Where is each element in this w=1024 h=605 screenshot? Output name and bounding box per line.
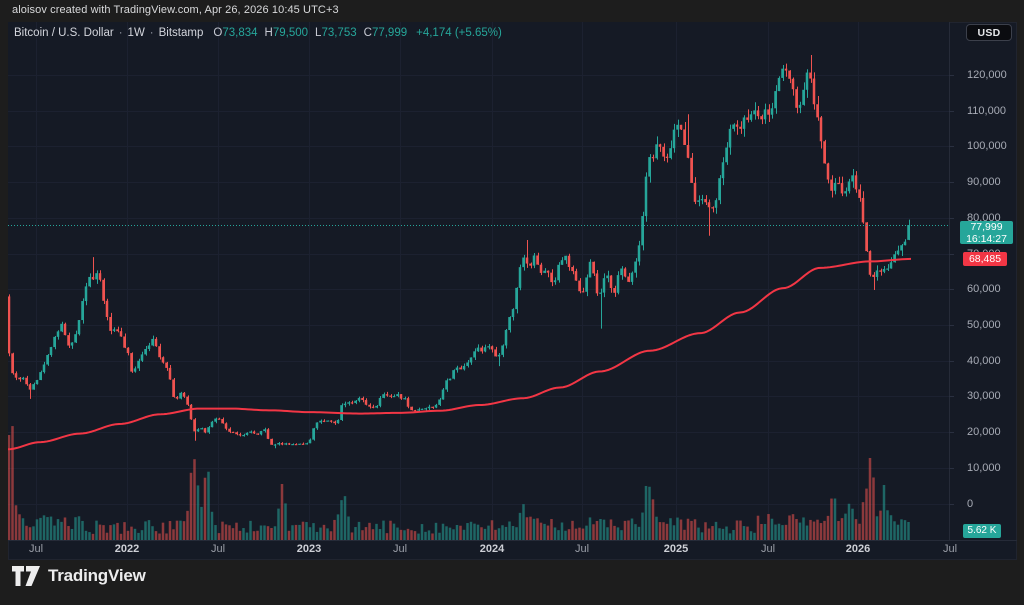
time-tick-label: Jul [392,543,408,555]
ohlc-label: H [264,27,273,39]
time-tick-label: Jul [760,543,776,555]
price-tick-label: 80,000 [967,211,1001,224]
price-tick-mark [949,324,954,326]
price-axis-separator [949,22,950,540]
price-tick-mark [949,182,954,184]
attribution-text: aloisov created with TradingView.com, Ap… [12,4,339,16]
price-tick-mark [949,75,954,76]
price-tick-mark [949,432,954,434]
time-tick-label: Jul [28,543,44,555]
ohlc-label: C [363,27,372,39]
price-chart-canvas[interactable] [8,22,949,540]
time-axis-separator [8,540,1017,541]
ohlc-pair: H79,500 [265,27,309,39]
ohlc-pair: L73,753 [315,27,357,39]
price-tick-mark [949,217,954,219]
price-tick-label: 100,000 [967,140,1007,153]
last-price-badge: 77,999 16:14:27 [960,221,1013,244]
price-tick-mark [949,146,954,148]
legend-separator: · [118,27,123,39]
price-tick-label: 90,000 [967,176,1001,189]
time-tick-label: 2025 [663,543,689,555]
price-tick-label: 60,000 [967,283,1001,296]
ohlc-value: 73,753 [321,27,357,39]
time-tick-label: 2023 [296,543,322,555]
price-tick-label: 0 [967,497,974,510]
price-tick-label: 10,000 [967,461,1001,474]
ohlc-label: O [213,27,223,39]
footer-logo[interactable]: TradingView [12,566,146,586]
currency-button[interactable]: USD [966,24,1012,41]
price-tick-label: 110,000 [967,104,1006,117]
exchange-label: Bitstamp [158,27,204,39]
price-tick-label: 40,000 [967,354,1001,367]
tradingview-logo-text: TradingView [48,566,146,585]
bar-countdown: 16:14:27 [966,232,1007,245]
price-tick-mark [949,289,954,291]
price-tick-mark [949,467,954,469]
ohlc-pair: O73,834 [213,27,257,39]
time-tick-label: Jul [574,543,590,555]
ohlc-value: 73,834 [222,27,258,39]
ma-value-badge: 68,485 [963,252,1007,266]
time-tick-label: 2024 [479,543,505,555]
price-tick-mark [949,503,954,505]
last-price-value: 77,999 [970,221,1003,233]
price-tick-mark [949,253,954,255]
volume-value-badge: 5.62 K [963,524,1001,538]
time-tick-label: 2026 [845,543,871,555]
tradingview-logo-icon [12,566,40,586]
ohlc-pair: C77,999 [364,27,408,39]
time-tick-label: Jul [210,543,226,555]
ohlc-label: L [315,27,322,39]
price-tick-label: 120,000 [967,69,1007,81]
ohlc-values: O73,834 H79,500 L73,753 C77,999 [213,27,414,39]
time-tick-label: 2022 [114,543,140,555]
price-tick-label: 20,000 [967,426,1001,439]
symbol-title[interactable]: Bitcoin / U.S. Dollar [14,27,114,39]
price-tick-mark [949,110,954,112]
interval-label[interactable]: 1W [127,27,145,39]
chart-legend: Bitcoin / U.S. Dollar · 1W · Bitstamp O7… [14,26,502,40]
ohlc-value: 79,500 [272,27,309,39]
legend-separator: · [149,27,154,39]
ohlc-value: 77,999 [371,27,408,39]
price-tick-mark [949,396,954,398]
time-tick-label: Jul [942,543,958,555]
change-value: +4,174 (+5.65%) [416,27,502,39]
price-tick-label: 30,000 [967,390,1001,403]
price-tick-label: 50,000 [967,318,1001,331]
price-tick-mark [949,360,954,362]
